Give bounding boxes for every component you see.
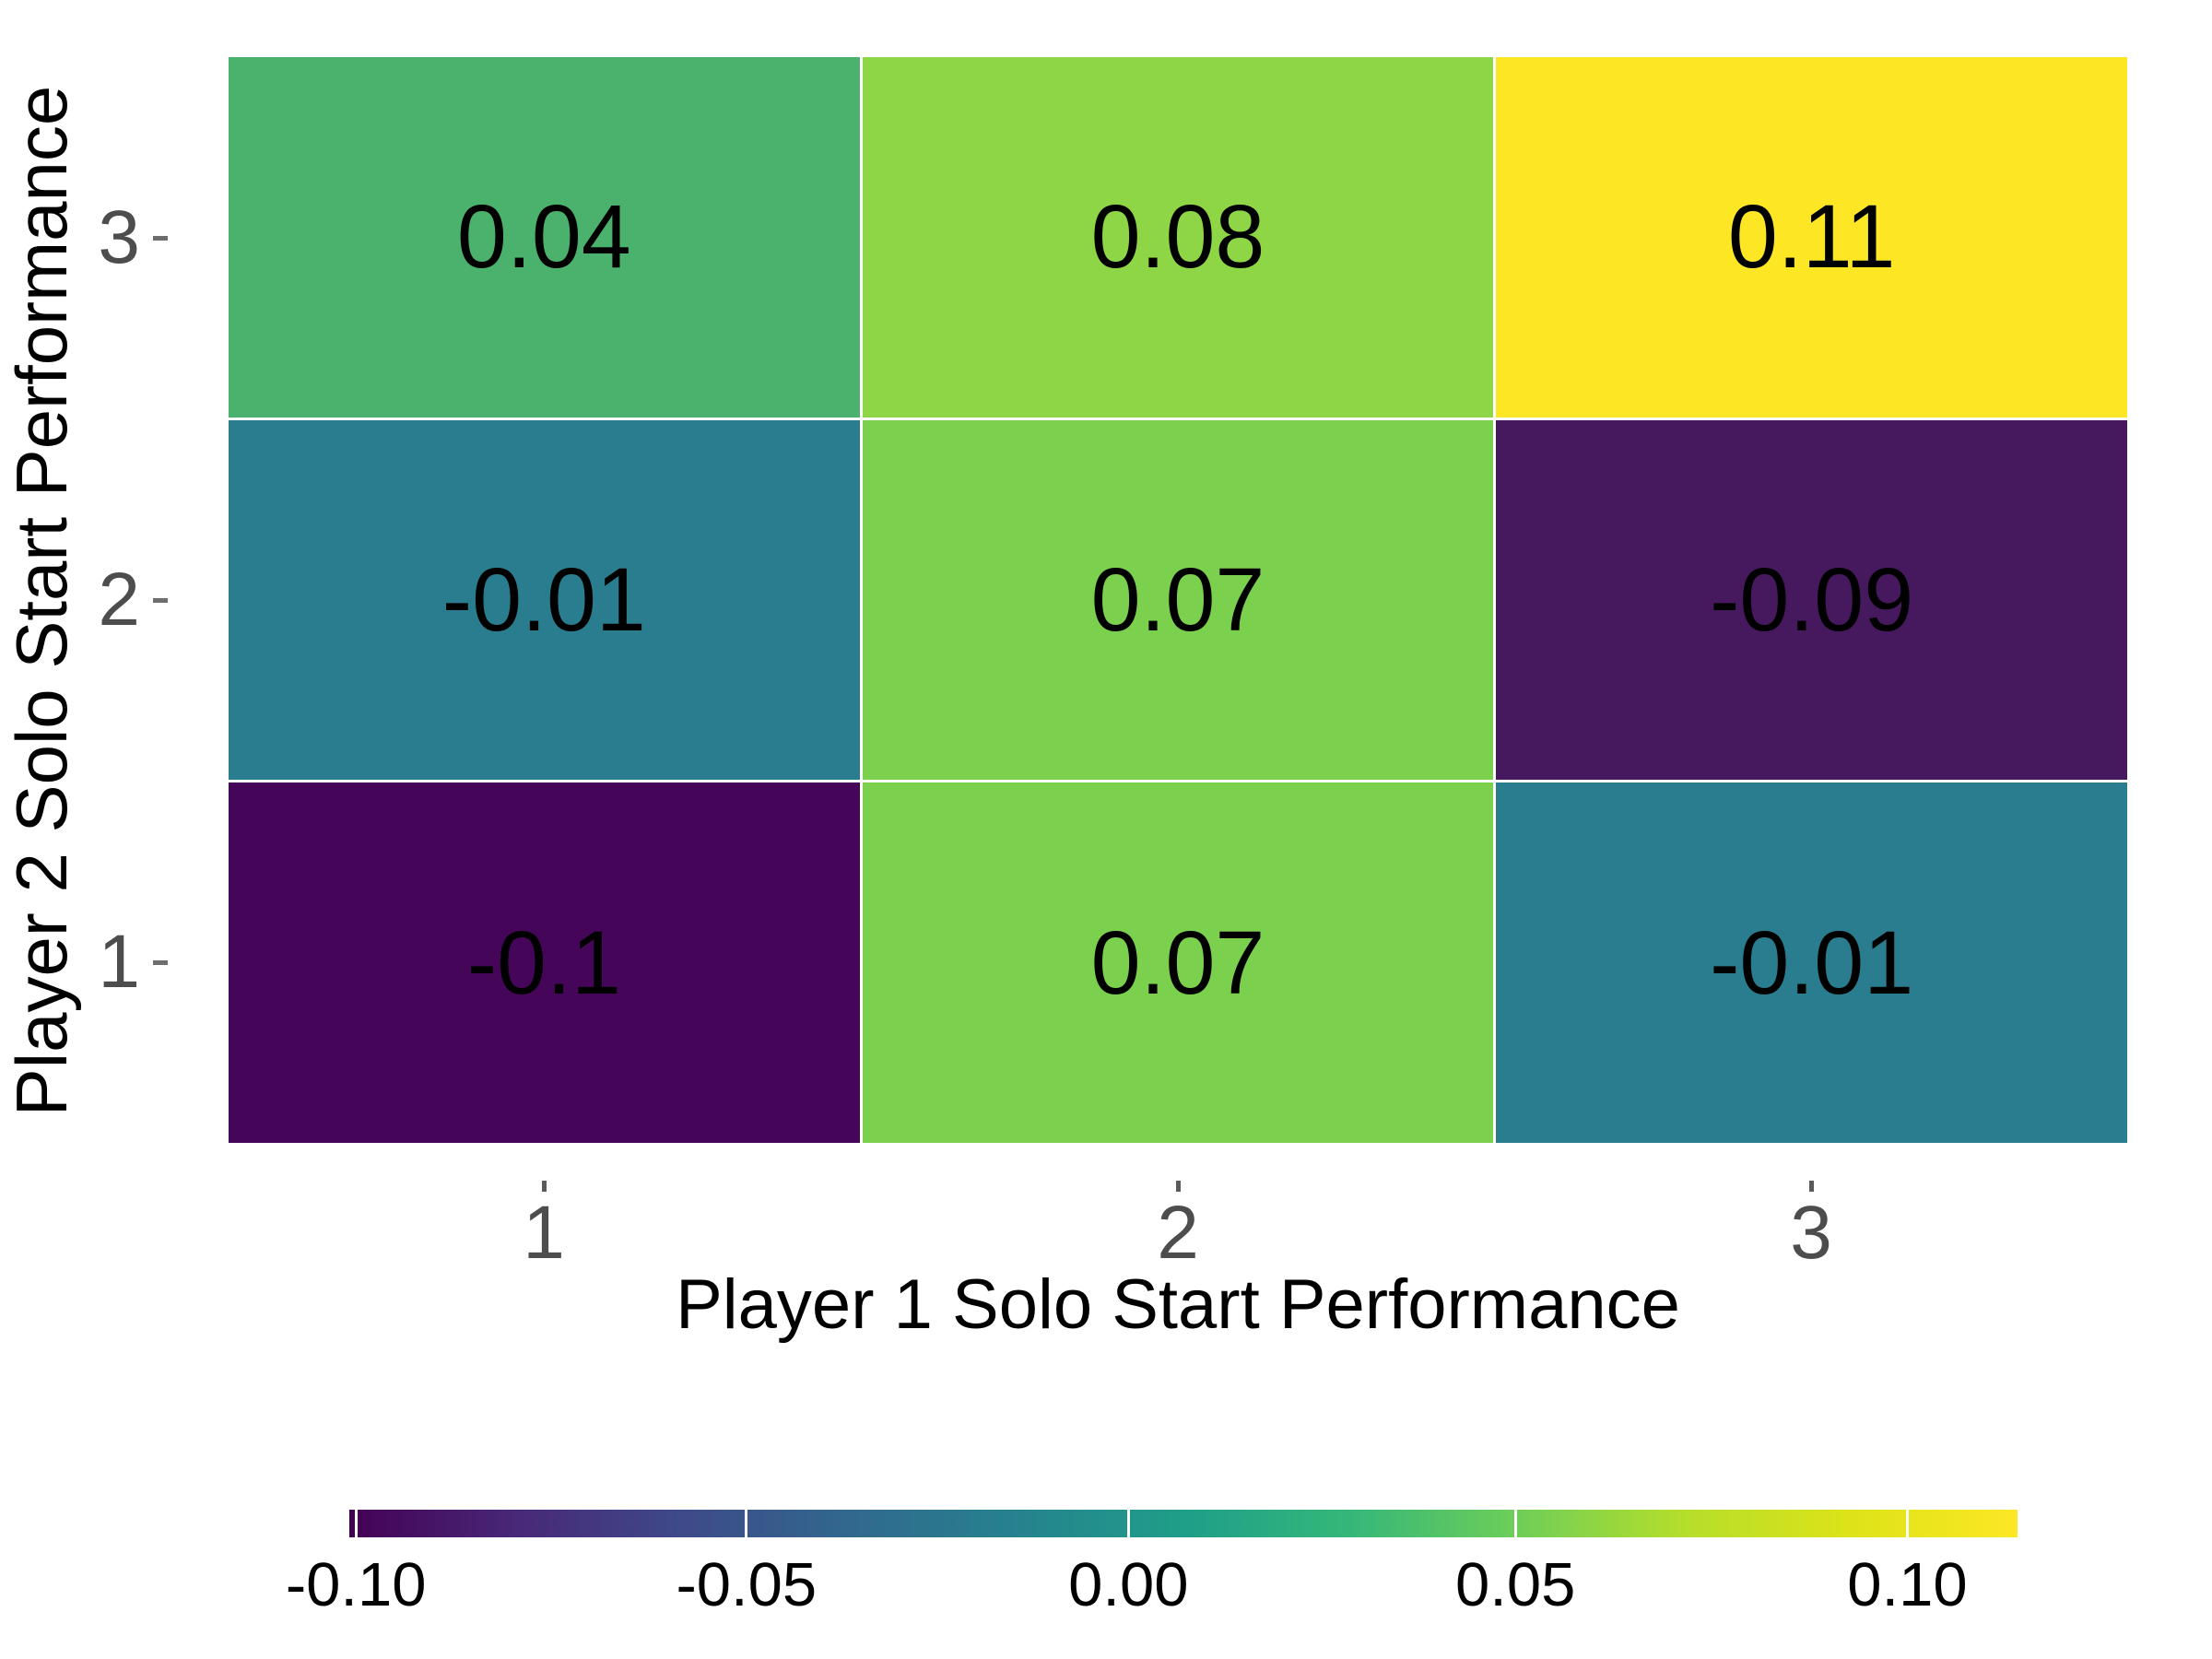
colorbar-tick-mark [745,1510,748,1537]
y-tick-mark-2 [153,598,168,603]
y-tick-label-2: 2 [98,558,140,641]
x-tick-mark-2 [1176,1181,1181,1192]
x-tick-mark-3 [1809,1181,1814,1192]
x-axis-title: Player 1 Solo Start Performance [676,1265,1680,1344]
y-tick-mark-3 [153,236,168,241]
colorbar-tick-mark [1906,1510,1909,1537]
x-tick-mark-1 [542,1181,547,1192]
heatmap-panel: 0.04 0.08 0.11 -0.01 0.07 -0.09 -0.1 0.0… [229,57,2127,1143]
heatmap-cell: 0.07 [862,782,1494,1143]
x-tick-label-3: 3 [1790,1191,1832,1275]
colorbar-tick-label: -0.05 [676,1550,818,1619]
y-tick-mark-1 [153,960,168,965]
y-tick-label-1: 1 [98,920,140,1004]
heatmap-cell: 0.11 [1496,57,2127,418]
colorbar-legend [349,1510,2018,1537]
x-tick-label-1: 1 [523,1191,565,1275]
colorbar-tick-mark [1513,1510,1517,1537]
colorbar-tick-label: 0.05 [1454,1550,1576,1619]
colorbar-tick-label: 0.00 [1068,1550,1189,1619]
heatmap-cell: 0.04 [229,57,860,418]
heatmap-cell: -0.1 [229,782,860,1143]
heatmap-cell: -0.01 [1496,782,2127,1143]
colorbar-tick-mark [354,1510,358,1537]
colorbar-tick-label: -0.10 [285,1550,427,1619]
colorbar-tick-mark [1126,1510,1130,1537]
x-tick-label-2: 2 [1157,1191,1199,1275]
colorbar-tick-label: 0.10 [1847,1550,1968,1619]
heatmap-cell: 0.07 [862,419,1494,781]
heatmap-cell: -0.01 [229,419,860,781]
heatmap-cell: 0.08 [862,57,1494,418]
y-tick-label-3: 3 [98,195,140,279]
heatmap-cell: -0.09 [1496,419,2127,781]
